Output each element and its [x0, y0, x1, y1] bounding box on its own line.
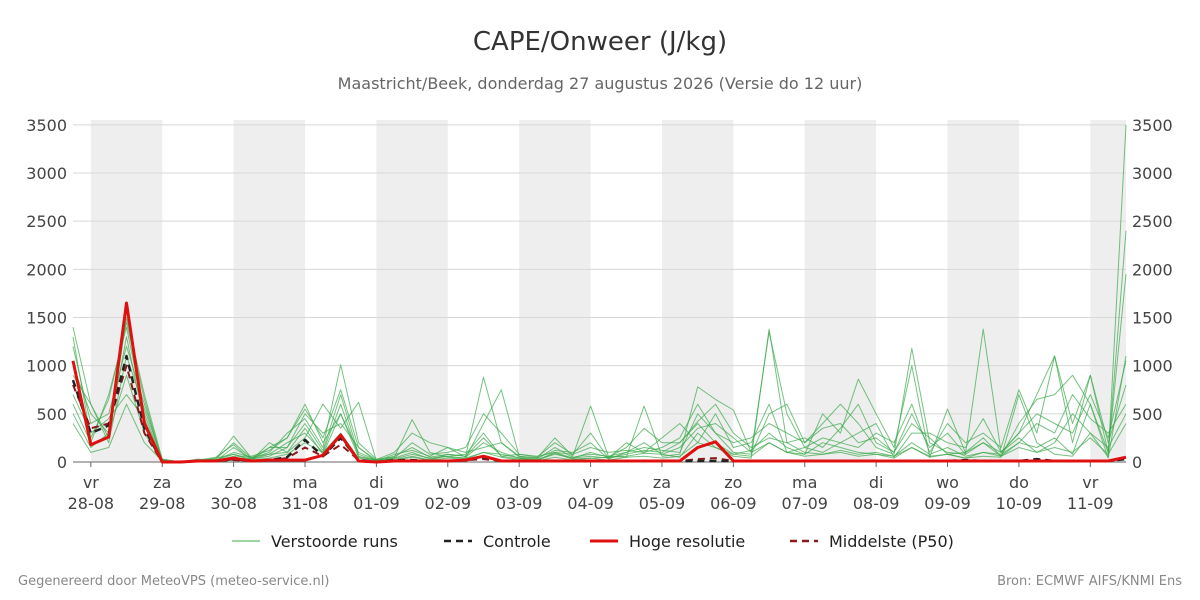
x-tick-weekday: zo — [225, 473, 243, 492]
chart-title: CAPE/Onweer (J/kg) — [473, 27, 727, 57]
y-tick-label-right: 500 — [1132, 405, 1163, 424]
footer-generated: Gegenereerd door MeteoVPS (meteo-service… — [18, 574, 329, 589]
y-tick-label-right: 1500 — [1132, 308, 1173, 327]
x-axis: vr 28-08 za 29-08 zo 30-08 ma 31-08 di 01-09 wo 02-… — [68, 462, 1114, 513]
x-tick-date: 03-09 — [496, 494, 543, 513]
y-tick-label-right: 3500 — [1132, 116, 1173, 135]
x-tick-weekday: di — [869, 473, 884, 492]
legend-label: Hoge resolutie — [629, 532, 745, 551]
x-tick-weekday: za — [653, 473, 671, 492]
y-tick-label-right: 2000 — [1132, 260, 1173, 279]
series-line-verstoorde-runs — [72, 331, 1127, 463]
series-line-verstoorde-runs — [72, 321, 1127, 463]
legend: Verstoorde runs Controle Hoge resolutie Mid… — [232, 532, 954, 551]
x-tick-weekday: zo — [724, 473, 742, 492]
shaded-day-band — [376, 120, 448, 462]
shaded-day-band — [90, 120, 163, 462]
x-tick-weekday: do — [1009, 473, 1029, 492]
series-line-verstoorde-runs — [72, 274, 1127, 463]
y-tick-label-left: 3500 — [26, 116, 67, 135]
x-tick-date: 10-09 — [996, 494, 1043, 513]
x-tick-weekday: di — [369, 473, 384, 492]
legend-label: Middelste (P50) — [829, 532, 954, 551]
y-tick-label-left: 2500 — [26, 212, 67, 231]
x-tick-weekday: vr — [583, 473, 599, 492]
y-axis-left: 0 500 1000 1500 2000 2500 3000 3500 — [26, 116, 67, 472]
footer-source: Bron: ECMWF AIFS/KNMI Ens — [997, 574, 1182, 589]
x-tick-date: 02-09 — [425, 494, 472, 513]
y-tick-label-left: 0 — [57, 453, 67, 472]
shaded-day-band — [804, 120, 877, 462]
shaded-day-band — [947, 120, 1019, 462]
chart-subtitle: Maastricht/Beek, donderdag 27 augustus 2… — [338, 74, 863, 93]
y-tick-label-left: 2000 — [26, 260, 67, 279]
x-tick-weekday: ma — [292, 473, 317, 492]
y-tick-label-left: 1000 — [26, 357, 67, 376]
y-tick-label-right: 1000 — [1132, 357, 1173, 376]
x-tick-date: 11-09 — [1067, 494, 1114, 513]
y-tick-label-right: 3000 — [1132, 164, 1173, 183]
series-lines — [71, 124, 1127, 464]
x-tick-date: 29-08 — [139, 494, 186, 513]
x-tick-weekday: za — [153, 473, 171, 492]
y-tick-label-left: 500 — [36, 405, 67, 424]
weekend-shading — [90, 120, 1126, 462]
legend-label: Controle — [483, 532, 551, 551]
shaded-day-band — [519, 120, 591, 462]
x-tick-date: 04-09 — [567, 494, 614, 513]
x-tick-weekday: wo — [936, 473, 959, 492]
y-tick-label-right: 2500 — [1132, 212, 1173, 231]
y-axis-right: 0 500 1000 1500 2000 2500 3000 3500 — [1132, 116, 1173, 472]
x-tick-weekday: wo — [436, 473, 459, 492]
x-tick-weekday: vr — [83, 473, 99, 492]
shaded-day-band — [661, 120, 734, 462]
x-tick-date: 01-09 — [353, 494, 400, 513]
x-tick-date: 09-09 — [924, 494, 971, 513]
x-tick-date: 08-09 — [853, 494, 900, 513]
x-tick-date: 06-09 — [710, 494, 757, 513]
series-line-hoge-resolutie — [71, 301, 1127, 464]
x-tick-date: 05-09 — [639, 494, 686, 513]
shaded-day-band — [1090, 120, 1126, 462]
x-tick-date: 30-08 — [210, 494, 257, 513]
y-tick-label-right: 0 — [1132, 453, 1142, 472]
legend-label: Verstoorde runs — [271, 532, 398, 551]
y-tick-label-left: 1500 — [26, 308, 67, 327]
shaded-day-band — [233, 120, 306, 462]
x-tick-weekday: do — [509, 473, 529, 492]
x-tick-date: 07-09 — [781, 494, 828, 513]
x-tick-weekday: ma — [792, 473, 817, 492]
x-tick-weekday: vr — [1082, 473, 1098, 492]
y-tick-label-left: 3000 — [26, 164, 67, 183]
x-tick-date: 28-08 — [68, 494, 115, 513]
x-tick-date: 31-08 — [282, 494, 329, 513]
